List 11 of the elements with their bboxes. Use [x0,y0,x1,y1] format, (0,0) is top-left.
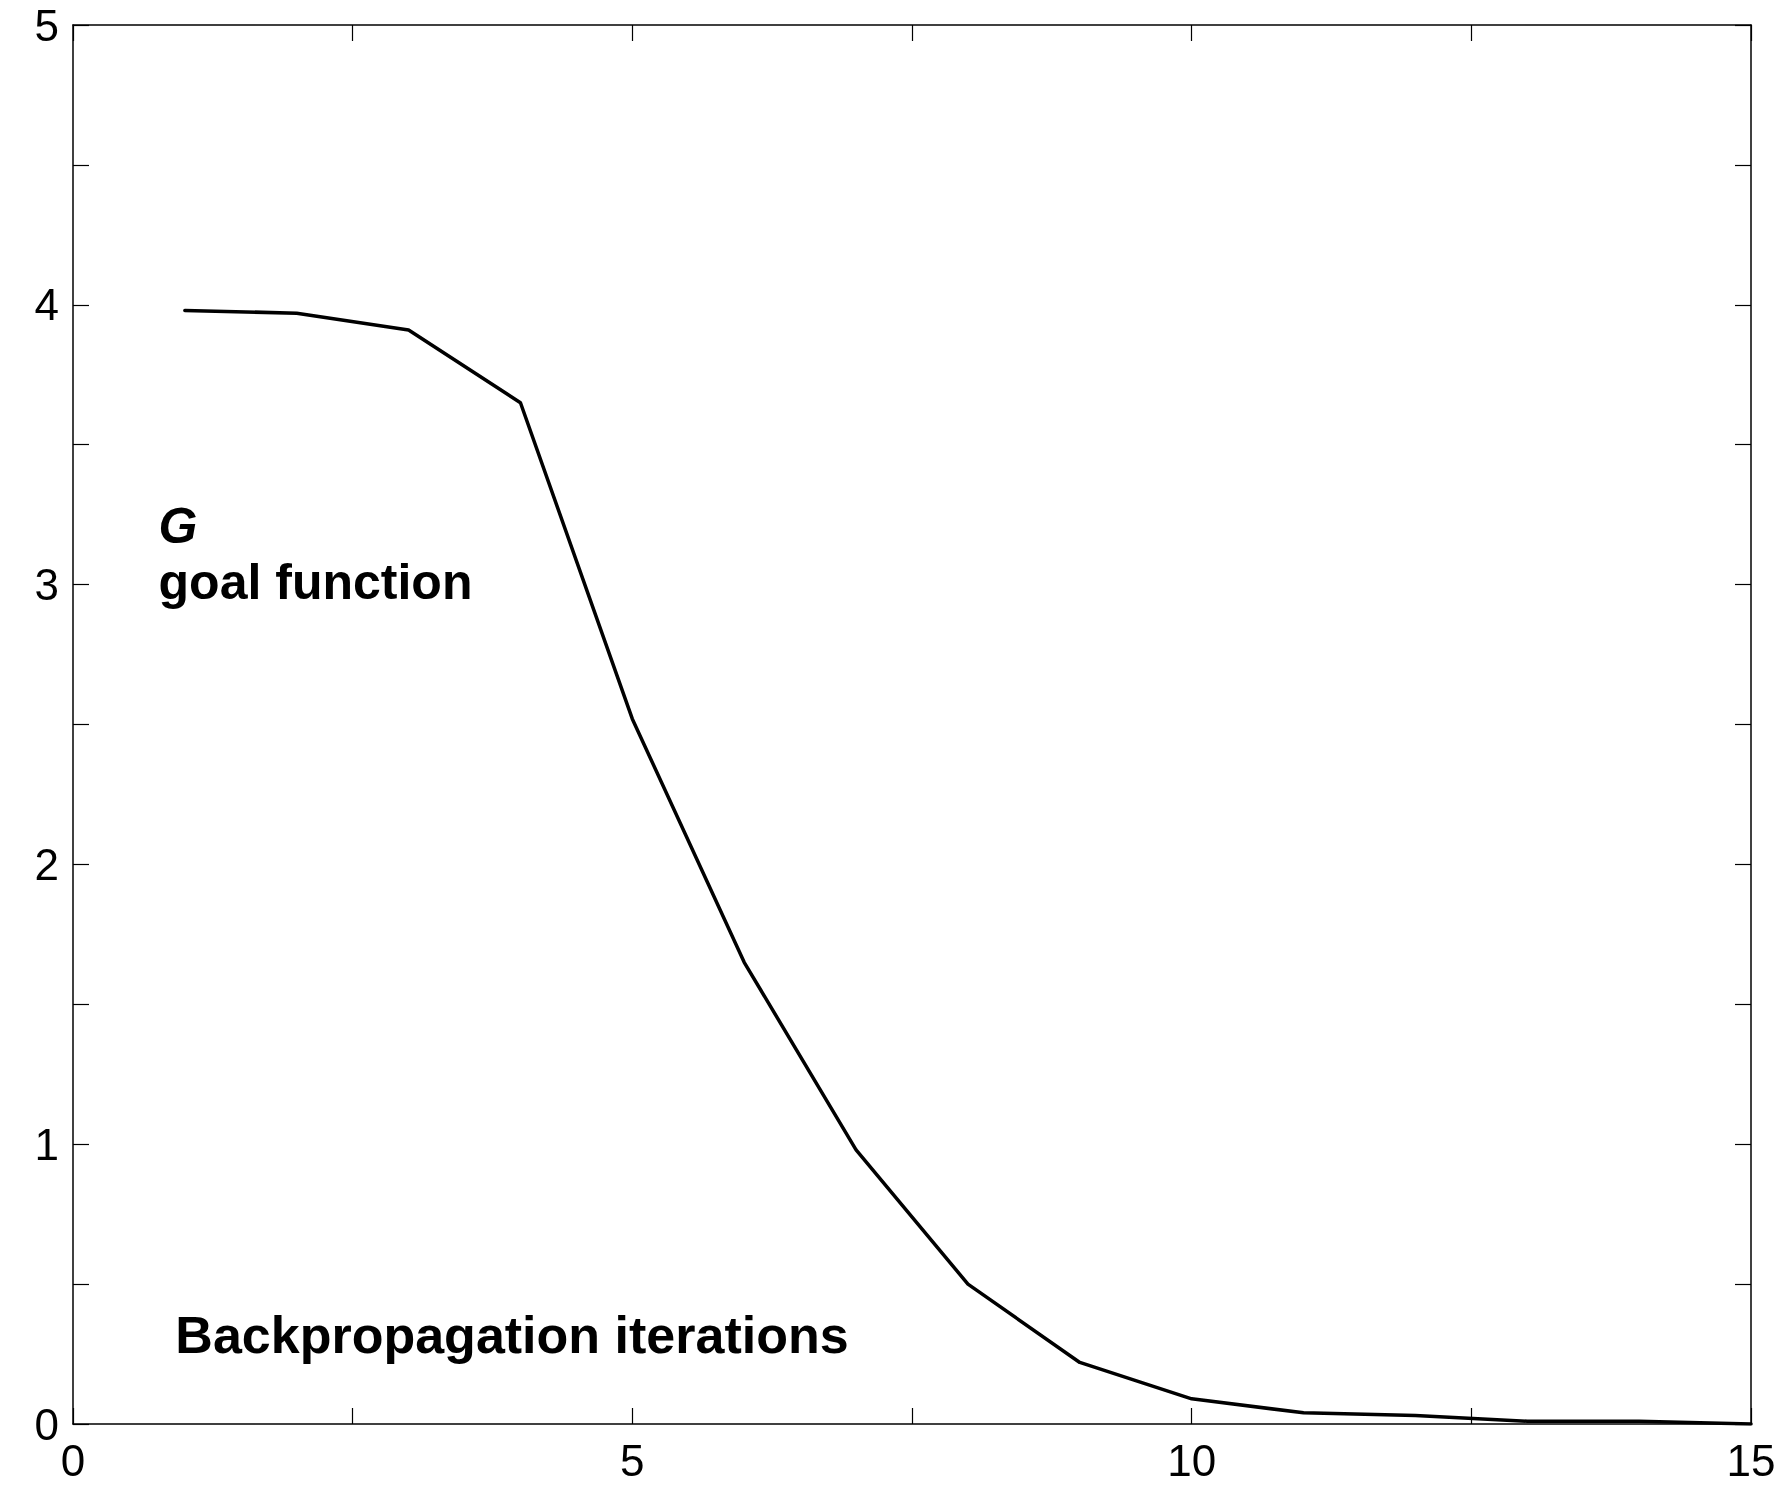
y-tick-label: 4 [34,280,59,330]
x-axis-title: Backpropagation iterations [175,1306,849,1365]
y-tick-label: 5 [34,0,59,50]
x-tick-label: 5 [620,1435,645,1485]
y-axis-title: G goal function [158,497,473,610]
y-tick-label: 0 [34,1399,59,1449]
y-tick-label: 2 [34,839,59,889]
y-tick-label: 1 [34,1119,59,1169]
x-tick-label: 10 [1167,1435,1217,1485]
y-tick-label: 3 [34,560,59,610]
x-tick-label: 15 [1726,1435,1776,1485]
